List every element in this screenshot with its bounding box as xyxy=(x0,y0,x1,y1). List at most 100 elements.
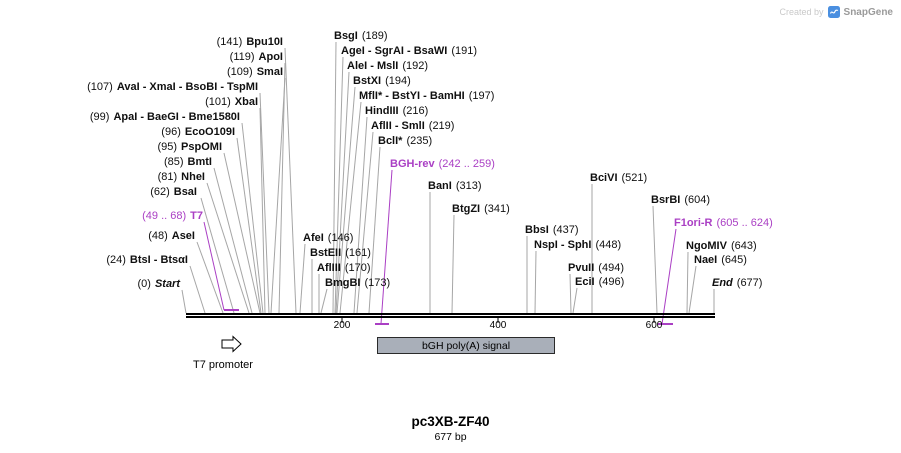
site-name: AleI - MslI xyxy=(347,60,399,72)
site-name: PvuII xyxy=(568,262,595,274)
enzyme-label[interactable]: (62) BsaI xyxy=(150,186,197,198)
site-name: XbaI xyxy=(234,96,258,108)
site-name: BciVI xyxy=(590,172,618,184)
site-name: AgeI - SgrAI - BsaWI xyxy=(341,45,448,57)
enzyme-label[interactable]: EciI (496) xyxy=(575,276,624,288)
site-name: Bpu10I xyxy=(246,36,283,48)
t7-promoter-label[interactable]: T7 promoter xyxy=(193,359,253,371)
site-name: SmaI xyxy=(256,66,283,78)
enzyme-label[interactable]: BsrBI (604) xyxy=(651,194,710,206)
end-text: End xyxy=(712,277,733,289)
enzyme-label[interactable]: AflII - SmlI (219) xyxy=(371,120,454,132)
site-position: (448) xyxy=(595,239,622,251)
snapgene-logo-icon xyxy=(827,6,840,18)
enzyme-label[interactable]: (95) PspOMI xyxy=(157,141,222,153)
site-position: (173) xyxy=(364,277,391,289)
primer-label-f1ori-r[interactable]: F1ori-R (605 .. 624) xyxy=(674,217,773,229)
site-name: AvaI - XmaI - BsoBI - TspMI xyxy=(116,81,258,93)
enzyme-label[interactable]: BmgBI (173) xyxy=(325,277,390,289)
site-name: BtsI - BtsαI xyxy=(129,254,188,266)
bgh-polya-feature[interactable]: bGH poly(A) signal xyxy=(377,337,555,354)
site-position: (604) xyxy=(684,194,711,206)
site-position: (109) xyxy=(227,66,253,78)
site-position: (119) xyxy=(229,51,255,63)
primer-name: F1ori-R xyxy=(674,217,713,229)
enzyme-label[interactable]: BbsI (437) xyxy=(525,224,579,236)
site-position: (341) xyxy=(484,203,510,215)
enzyme-label[interactable]: HindIII (216) xyxy=(365,105,428,117)
enzyme-label[interactable]: MflI* - BstYI - BamHI (197) xyxy=(359,90,494,102)
primer-name: T7 xyxy=(190,210,203,222)
site-name: BsaI xyxy=(173,186,197,198)
site-position: (191) xyxy=(451,45,478,57)
enzyme-label[interactable]: NspI - SphI (448) xyxy=(534,239,621,251)
site-position: (219) xyxy=(428,120,455,132)
enzyme-label[interactable]: (141) Bpu10I xyxy=(217,36,283,48)
watermark-created-by: Created by xyxy=(779,7,824,17)
axis-tick-400: 400 xyxy=(489,320,507,331)
enzyme-label[interactable]: BanI (313) xyxy=(428,180,482,192)
enzyme-label[interactable]: (85) BmtI xyxy=(164,156,212,168)
enzyme-label[interactable]: AleI - MslI (192) xyxy=(347,60,428,72)
sequence-line[interactable] xyxy=(186,313,715,318)
enzyme-label[interactable]: BstEII (161) xyxy=(310,247,371,259)
site-name: EcoO109I xyxy=(184,126,235,138)
site-name: NspI - SphI xyxy=(534,239,592,251)
site-name: NaeI xyxy=(694,254,718,266)
primer-range: (242 .. 259) xyxy=(438,158,495,170)
primer-label-t7[interactable]: (49 .. 68) T7 xyxy=(142,210,203,222)
enzyme-label[interactable]: (96) EcoO109I xyxy=(161,126,235,138)
leader-lines xyxy=(181,41,715,314)
site-position: (494) xyxy=(598,262,624,274)
site-name: BsrBI xyxy=(651,194,681,206)
site-position: (161) xyxy=(345,247,371,259)
site-name: NheI xyxy=(181,171,205,183)
enzyme-label[interactable]: BciVI (521) xyxy=(590,172,647,184)
site-name: HindIII xyxy=(365,105,399,117)
enzyme-label[interactable]: BclI* (235) xyxy=(378,135,432,147)
enzyme-label[interactable]: (119) ApoI xyxy=(230,51,283,63)
enzyme-label[interactable]: BstXI (194) xyxy=(353,75,411,87)
site-position: (85) xyxy=(163,156,184,168)
enzyme-label[interactable]: NaeI (645) xyxy=(694,254,747,266)
end-position: (677) xyxy=(736,277,763,289)
primer-label-bgh-rev[interactable]: BGH-rev (242 .. 259) xyxy=(390,158,495,170)
enzyme-label[interactable]: (107) AvaI - XmaI - BsoBI - TspMI xyxy=(87,81,258,93)
enzyme-label[interactable]: BtgZI (341) xyxy=(452,203,510,215)
enzyme-label[interactable]: (109) SmaI xyxy=(227,66,283,78)
enzyme-label[interactable]: BsgI (189) xyxy=(334,30,388,42)
enzyme-label[interactable]: AfeI (146) xyxy=(303,232,353,244)
site-position: (235) xyxy=(406,135,433,147)
enzyme-label[interactable]: (24) BtsI - BtsαI xyxy=(106,254,188,266)
site-position: (192) xyxy=(402,60,429,72)
end-label: End (677) xyxy=(712,277,762,289)
site-name: AflII - SmlI xyxy=(371,120,425,132)
site-position: (643) xyxy=(730,240,757,252)
enzyme-label[interactable]: (101) XbaI xyxy=(205,96,258,108)
site-name: PspOMI xyxy=(181,141,222,153)
site-position: (96) xyxy=(161,126,181,138)
t7-promoter-arrow[interactable] xyxy=(221,335,242,353)
site-position: (437) xyxy=(552,224,579,236)
primer-bars[interactable] xyxy=(224,309,673,325)
site-position: (521) xyxy=(621,172,648,184)
site-position: (194) xyxy=(385,75,411,87)
enzyme-label[interactable]: PvuII (494) xyxy=(568,262,624,274)
site-name: BanI xyxy=(428,180,452,192)
start-position: (0) xyxy=(137,278,151,290)
enzyme-label[interactable]: (48) AseI xyxy=(148,230,195,242)
axis-tick-marks xyxy=(341,318,655,323)
enzyme-label[interactable]: AflIII (170) xyxy=(317,262,371,274)
enzyme-label[interactable]: (81) NheI xyxy=(158,171,205,183)
primer-leader-lines xyxy=(203,169,677,325)
site-position: (645) xyxy=(721,254,747,266)
site-position: (62) xyxy=(150,186,170,198)
enzyme-label[interactable]: NgoMIV (643) xyxy=(686,240,757,252)
site-name: AfeI xyxy=(303,232,324,244)
plasmid-name: pc3XB-ZF40 xyxy=(411,414,490,429)
enzyme-label[interactable]: AgeI - SgrAI - BsaWI (191) xyxy=(341,45,477,57)
enzyme-label[interactable]: (99) ApaI - BaeGI - Bme1580I xyxy=(90,111,240,123)
site-position: (216) xyxy=(402,105,429,117)
site-name: BmtI xyxy=(187,156,212,168)
